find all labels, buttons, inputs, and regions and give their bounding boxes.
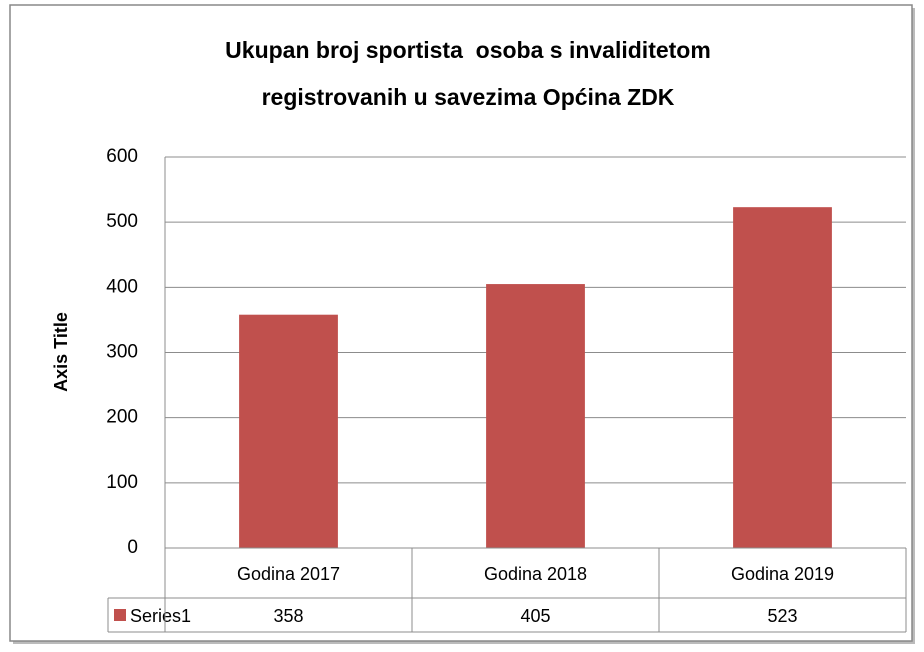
y-tick-label: 600	[106, 146, 138, 167]
y-tick-label: 200	[106, 407, 138, 428]
bar	[486, 284, 585, 548]
y-tick-label: 100	[106, 472, 138, 493]
data-table-value: 358	[273, 606, 303, 626]
y-tick-label: 400	[106, 276, 138, 297]
bar	[733, 207, 832, 548]
y-tick-label: 300	[106, 342, 138, 363]
x-tick-label: Godina 2018	[484, 564, 587, 584]
y-tick-label: 0	[127, 537, 138, 558]
y-tick-label: 500	[106, 211, 138, 232]
legend-swatch	[114, 609, 126, 621]
chart-title: Ukupan broj sportista osoba s invalidite…	[225, 37, 711, 63]
data-table-value: 405	[520, 606, 550, 626]
x-tick-label: Godina 2019	[731, 564, 834, 584]
bar	[239, 314, 338, 548]
x-tick-label: Godina 2017	[237, 564, 340, 584]
y-axis-title: Axis Title	[51, 312, 71, 392]
legend-label: Series1	[130, 606, 191, 626]
data-table-value: 523	[767, 606, 797, 626]
chart-title: registrovanih u savezima Općina ZDK	[262, 84, 675, 110]
